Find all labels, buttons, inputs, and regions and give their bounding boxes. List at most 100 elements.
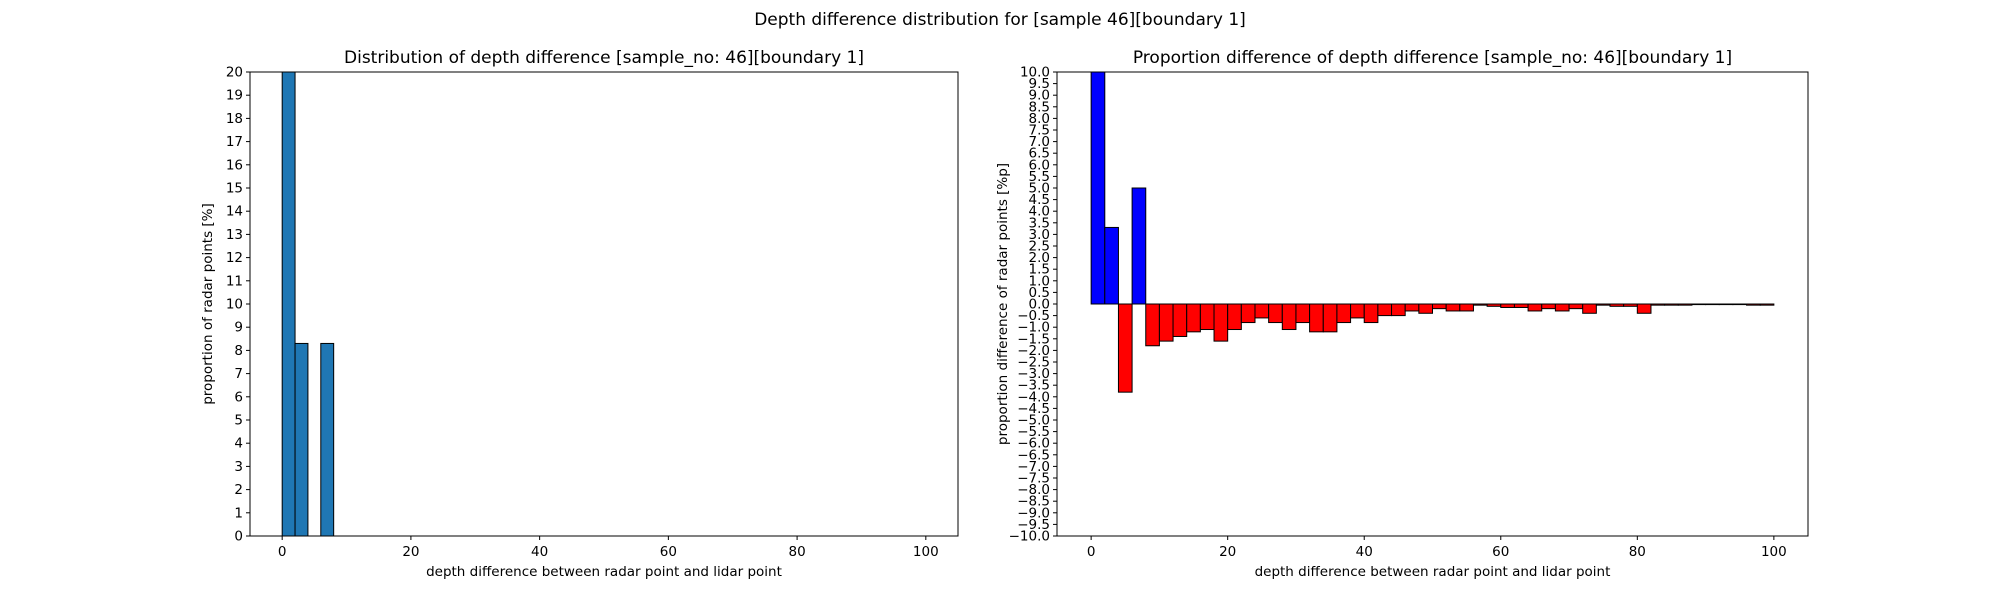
bar-23 [1240, 303, 1256, 324]
bar-17 [1199, 303, 1215, 331]
y-tick-label: 18 [226, 111, 243, 127]
bar-79 [1623, 303, 1638, 307]
bar-1 [1090, 71, 1106, 305]
bar-3 [294, 342, 309, 537]
distribution-chart-title: Distribution of depth difference [sample… [344, 48, 864, 68]
y-tick-label: 20 [226, 65, 243, 81]
bar-39 [1350, 303, 1365, 319]
bar-65 [1527, 303, 1543, 312]
figure-suptitle: Depth difference distribution for [sampl… [754, 10, 1246, 30]
x-tick-label: 40 [531, 544, 548, 560]
distribution-plot-frame [249, 71, 959, 537]
proportion-difference-chart-title: Proportion difference of depth differenc… [1133, 48, 1732, 68]
y-tick-label: 1.0 [1029, 273, 1050, 289]
distribution-chart-xlabel: depth difference between radar point and… [426, 564, 782, 580]
x-tick-label: 0 [278, 544, 287, 560]
y-tick-label: 5.0 [1029, 181, 1050, 197]
x-tick-label: 60 [1492, 544, 1509, 560]
y-tick-label: −6.0 [1017, 436, 1050, 452]
bar-11 [1158, 303, 1174, 342]
y-tick-label: 19 [226, 88, 243, 104]
y-tick-label: −0.5 [1017, 308, 1050, 324]
y-tick-label: 1.5 [1029, 262, 1050, 278]
bar-55 [1459, 303, 1474, 312]
y-tick-label: 15 [226, 181, 243, 197]
bar-85 [1664, 303, 1679, 306]
y-tick-label: 7.0 [1029, 134, 1050, 150]
y-tick-label: 8.0 [1029, 111, 1050, 127]
y-tick-label: 0 [234, 529, 243, 545]
proportion-difference-plot-frame [1056, 71, 1809, 537]
bar-29 [1281, 303, 1297, 331]
bar-87 [1677, 303, 1693, 306]
y-tick-label: 12 [226, 250, 243, 266]
proportion-difference-chart-xlabel: depth difference between radar point and… [1255, 564, 1611, 580]
y-tick-label: 3 [234, 459, 243, 475]
bar-25 [1254, 303, 1270, 319]
y-tick-label: 9.5 [1029, 76, 1050, 92]
bar-7 [1131, 187, 1147, 305]
distribution-x-axis: 0 20 40 60 80 100 [278, 536, 939, 560]
bar-95 [1732, 303, 1748, 306]
y-tick-label: −4.0 [1017, 389, 1050, 405]
distribution-chart: Distribution of depth difference [sample… [200, 48, 959, 580]
y-tick-label: 0.0 [1029, 297, 1050, 313]
bar-21 [1227, 303, 1242, 331]
bar-51 [1432, 303, 1447, 310]
y-tick-label: 9.0 [1029, 88, 1050, 104]
y-tick-label: 1 [234, 505, 243, 521]
y-tick-label: 3.5 [1029, 215, 1050, 231]
y-tick-label: −2.5 [1017, 355, 1050, 371]
y-tick-label: 0.5 [1029, 285, 1050, 301]
bar-13 [1172, 303, 1188, 337]
y-tick-label: 8 [234, 343, 243, 359]
y-tick-label: −8.0 [1017, 482, 1050, 498]
y-tick-label: 11 [226, 273, 243, 289]
y-tick-label: 6 [234, 389, 243, 405]
x-tick-label: 100 [1761, 544, 1787, 560]
y-tick-label: 5.5 [1029, 169, 1050, 185]
y-tick-label: 7 [234, 366, 243, 382]
bar-57 [1472, 303, 1488, 306]
distribution-chart-ylabel: proportion of radar points [%] [200, 203, 216, 405]
bar-1 [281, 71, 296, 537]
x-tick-label: 100 [913, 544, 939, 560]
y-tick-label: 14 [226, 204, 243, 220]
y-tick-label: 7.5 [1029, 123, 1050, 139]
y-tick-label: −8.5 [1017, 494, 1050, 510]
y-tick-label: −3.5 [1017, 378, 1050, 394]
bar-15 [1186, 303, 1201, 333]
bar-99 [1759, 303, 1775, 306]
y-tick-label: 13 [226, 227, 243, 243]
y-tick-label: −7.5 [1017, 471, 1050, 487]
proportion-difference-y-axis: −10.0−9.5−9.0−8.5−8.0−7.5−7.0−6.5−6.0−5.… [1009, 65, 1057, 545]
x-tick-label: 40 [1356, 544, 1373, 560]
y-tick-label: −5.0 [1017, 413, 1050, 429]
x-tick-label: 60 [660, 544, 677, 560]
bar-27 [1268, 303, 1283, 324]
y-tick-label: 8.5 [1029, 99, 1050, 115]
y-tick-label: 3.0 [1029, 227, 1050, 243]
y-tick-label: −2.0 [1017, 343, 1050, 359]
y-tick-label: −9.5 [1017, 517, 1050, 533]
x-tick-label: 20 [1219, 544, 1236, 560]
y-tick-label: −7.0 [1017, 459, 1050, 475]
bar-9 [1145, 303, 1160, 347]
y-tick-label: 6.0 [1029, 157, 1050, 173]
y-tick-label: −1.0 [1017, 320, 1050, 336]
distribution-bars [281, 71, 335, 537]
bar-41 [1363, 303, 1379, 324]
y-tick-label: 6.5 [1029, 146, 1050, 162]
bar-5 [1117, 303, 1133, 393]
bar-89 [1691, 303, 1707, 306]
bar-49 [1418, 303, 1434, 314]
bar-63 [1513, 303, 1529, 308]
x-tick-label: 20 [402, 544, 419, 560]
x-tick-label: 80 [1629, 544, 1646, 560]
y-tick-label: 4 [234, 436, 243, 452]
bar-69 [1554, 303, 1570, 312]
y-tick-label: 16 [226, 157, 243, 173]
bar-37 [1336, 303, 1352, 324]
bar-33 [1309, 303, 1324, 333]
